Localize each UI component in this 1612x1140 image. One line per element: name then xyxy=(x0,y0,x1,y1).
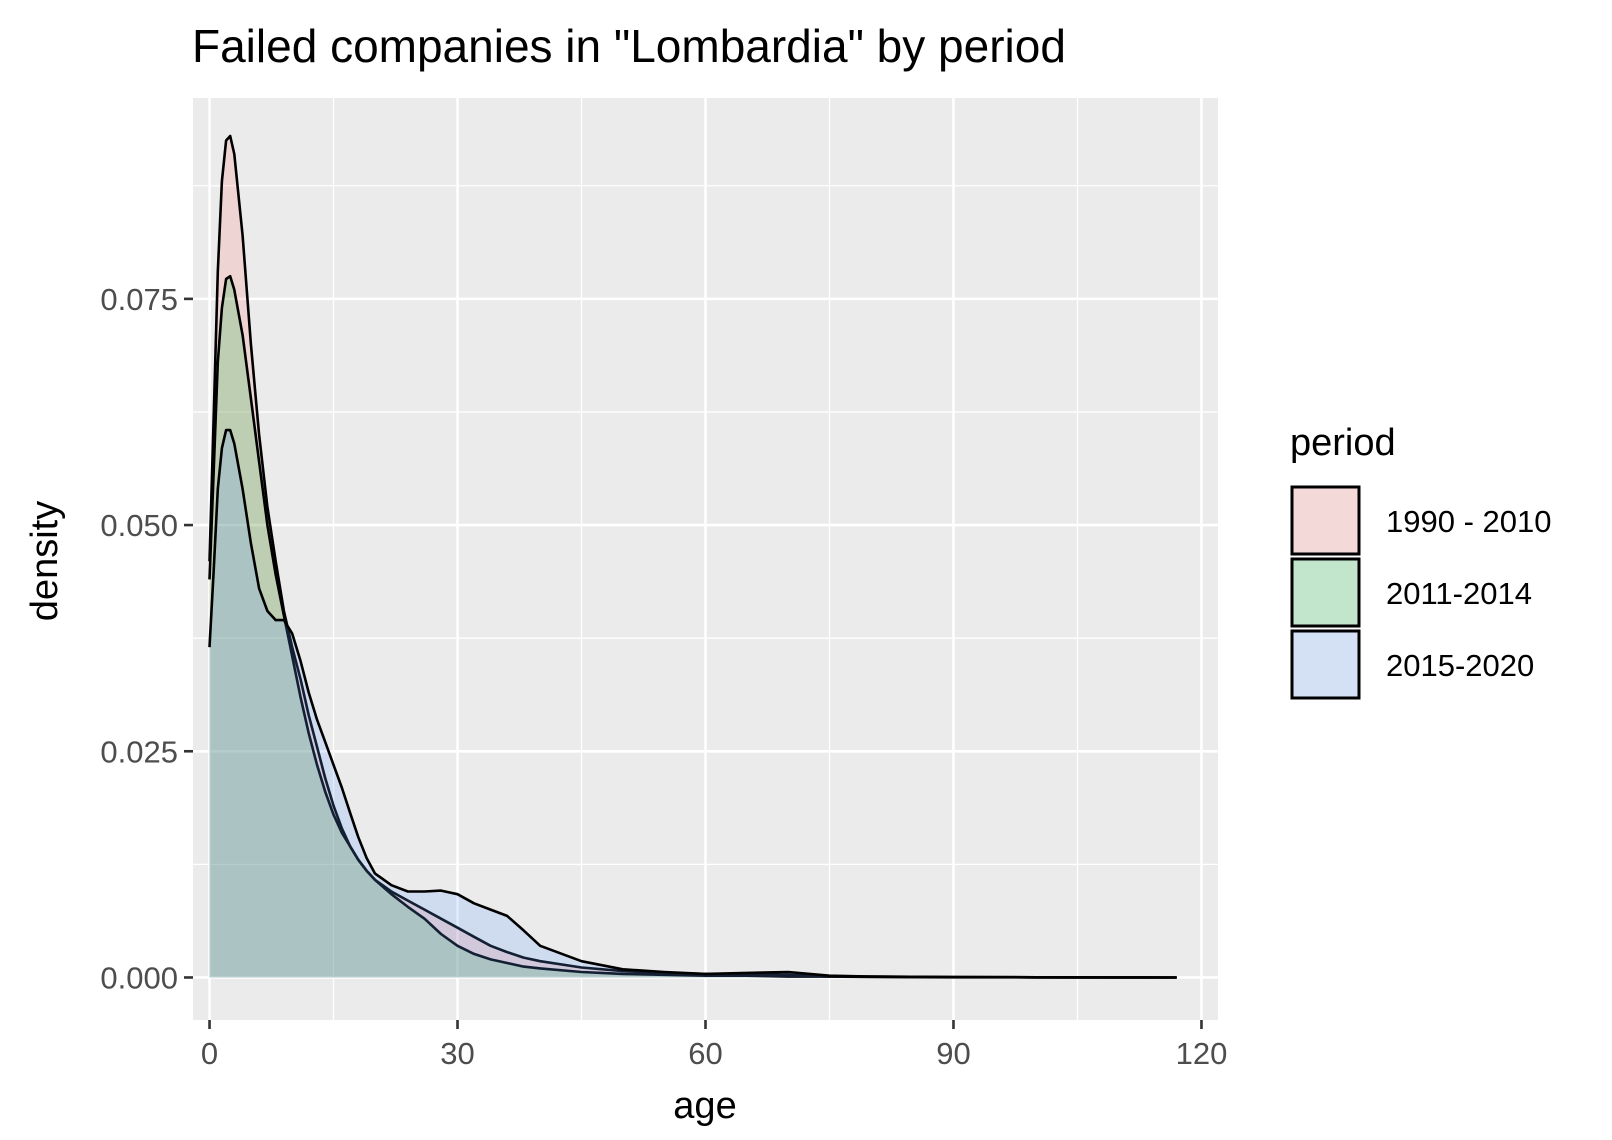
x-tick-label: 90 xyxy=(936,1036,970,1071)
x-tick-label: 0 xyxy=(201,1036,218,1071)
legend-key-background xyxy=(1292,559,1359,626)
x-axis: 0 30 60 90 120 xyxy=(201,1020,1227,1071)
y-tick-label: 0.025 xyxy=(100,734,178,769)
y-tick-label: 0.075 xyxy=(100,282,178,317)
plot-panel xyxy=(193,98,1218,1020)
legend-label: 1990 - 2010 xyxy=(1386,504,1551,539)
legend-key-swatch xyxy=(1290,629,1361,700)
legend-key-background xyxy=(1292,631,1359,698)
legend-key-swatch xyxy=(1290,485,1361,556)
density-line-3 xyxy=(208,428,1177,979)
density-area-3 xyxy=(209,430,1177,978)
density-line-2 xyxy=(208,274,1177,979)
legend-key-swatch xyxy=(1290,557,1361,628)
legend: period 1990 - 2010 2011-2014 2015-2020 xyxy=(1290,422,1551,700)
density-area-2 xyxy=(209,276,1177,978)
density-area-1 xyxy=(209,136,1177,978)
x-tick-label: 30 xyxy=(440,1036,474,1071)
y-axis: 0.000 0.025 0.050 0.075 xyxy=(100,282,193,995)
legend-key-background xyxy=(1292,487,1359,554)
legend-label: 2015-2020 xyxy=(1386,648,1534,683)
x-axis-label: age xyxy=(673,1085,736,1127)
chart-title: Failed companies in "Lombardia" by perio… xyxy=(192,20,1066,72)
x-tick-label: 120 xyxy=(1176,1036,1228,1071)
y-axis-label: density xyxy=(24,501,66,621)
legend-title: period xyxy=(1290,422,1396,464)
x-tick-label: 60 xyxy=(688,1036,722,1071)
y-tick-label: 0.000 xyxy=(100,960,178,995)
y-tick-label: 0.050 xyxy=(100,508,178,543)
legend-label: 2011-2014 xyxy=(1386,576,1532,611)
